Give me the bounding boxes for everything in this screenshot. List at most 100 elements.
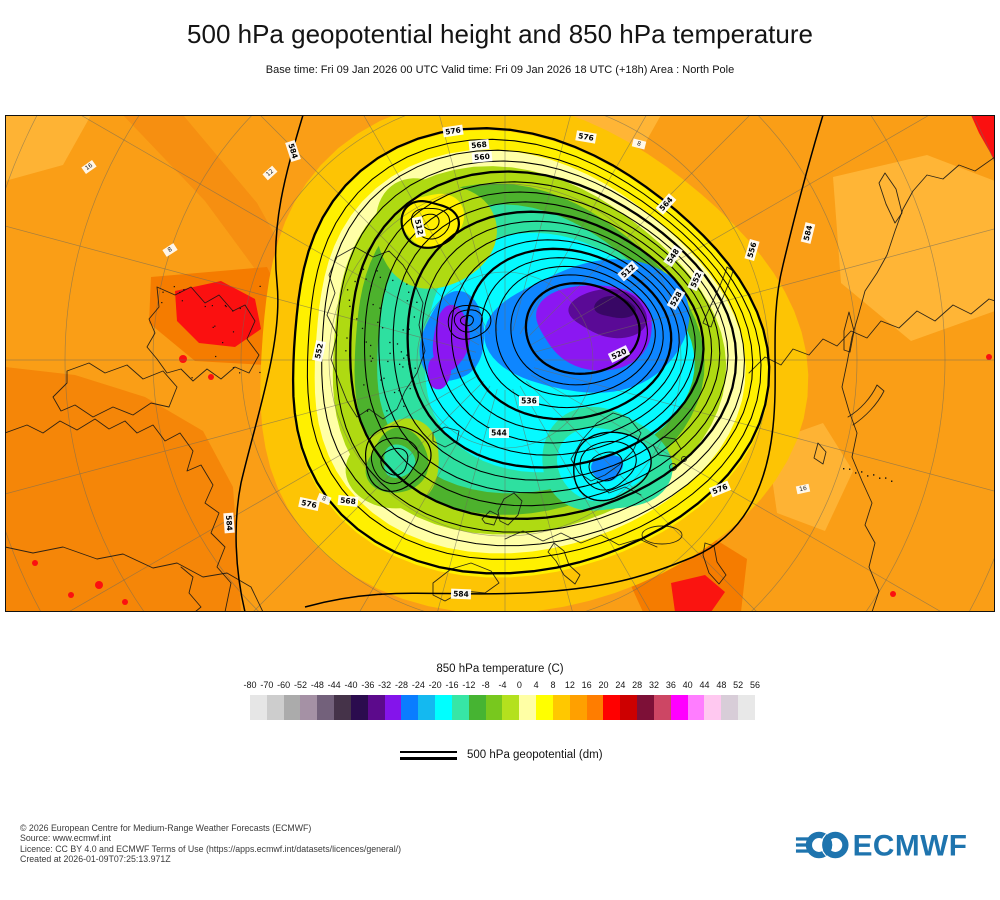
footer-licence: Licence: CC BY 4.0 and ECMWF Terms of Us… bbox=[20, 843, 402, 854]
svg-text:512: 512 bbox=[413, 218, 425, 235]
svg-text:568: 568 bbox=[340, 496, 357, 507]
colorbar-cell bbox=[738, 695, 755, 720]
colorbar-cell bbox=[502, 695, 520, 720]
ecmwf-logo-svg: ECMWF bbox=[795, 830, 968, 863]
ecmwf-logo-text: ECMWF bbox=[853, 830, 968, 863]
svg-text:576: 576 bbox=[445, 125, 462, 136]
contour-label: 584 bbox=[800, 222, 816, 244]
contour-labels: 576 568 560 576 584 584 584 584 576 568 … bbox=[223, 124, 816, 600]
colorbar-cell bbox=[620, 695, 638, 720]
svg-text:556: 556 bbox=[746, 241, 759, 259]
footer-created-at: Created at 2026-01-09T07:25:13.971Z bbox=[20, 853, 171, 864]
graticule-label: 8 bbox=[631, 138, 647, 150]
contour-584-arcs bbox=[235, 115, 824, 612]
svg-text:8: 8 bbox=[166, 246, 173, 254]
svg-text:16: 16 bbox=[84, 162, 94, 172]
colorbar-cell bbox=[468, 695, 486, 720]
greenland-coast bbox=[326, 246, 426, 420]
contour-label: 576 bbox=[298, 497, 320, 511]
colorbar-tick: 48 bbox=[716, 680, 727, 690]
contour-label: 536 bbox=[519, 396, 539, 406]
colorbar-tick: -40 bbox=[344, 680, 358, 690]
graticule-label: 8 bbox=[316, 492, 332, 506]
colorbar-cell bbox=[637, 695, 654, 720]
svg-text:568: 568 bbox=[471, 140, 488, 151]
colorbar-tick: -80 bbox=[243, 680, 257, 690]
colorbar-cell bbox=[384, 695, 402, 720]
colorbar-tick: -8 bbox=[481, 680, 490, 690]
colorbar-cell bbox=[586, 695, 604, 720]
temperature-colorbar bbox=[250, 695, 755, 720]
colorbar-tick: -36 bbox=[361, 680, 375, 690]
svg-text:8: 8 bbox=[636, 140, 642, 148]
colorbar-cell bbox=[653, 695, 671, 720]
contour-label: 584 bbox=[285, 139, 301, 163]
ecmwf-logo: ECMWF bbox=[795, 826, 987, 864]
contour-label: 560 bbox=[471, 151, 493, 163]
contour-label: 576 bbox=[708, 480, 732, 498]
colorbar-tick: -16 bbox=[445, 680, 459, 690]
svg-text:16: 16 bbox=[799, 485, 808, 493]
colorbar-cell bbox=[317, 695, 335, 720]
page-title: 500 hPa geopotential height and 850 hPa … bbox=[187, 19, 813, 49]
colorbar-cell bbox=[670, 695, 688, 720]
colorbar-cell bbox=[401, 695, 419, 720]
graticule-label: 12 bbox=[262, 165, 278, 181]
footer-source: Source: www.ecmwf.int bbox=[20, 833, 111, 844]
colorbar-tick: -32 bbox=[378, 680, 392, 690]
coastlines bbox=[5, 156, 995, 612]
colorbar-tick: -12 bbox=[462, 680, 476, 690]
graticule-label: 8 bbox=[162, 243, 178, 257]
colorbar-tick: 40 bbox=[682, 680, 693, 690]
weather-map-svg: 576 568 560 576 584 584 584 584 576 568 … bbox=[5, 115, 995, 612]
contour-label: 544 bbox=[489, 428, 509, 438]
colorbar-cell bbox=[485, 695, 503, 720]
footer-attribution: © 2026 European Centre for Medium-Range … bbox=[20, 823, 401, 864]
colorbar-tick: 8 bbox=[550, 680, 556, 690]
graticule-label: 16 bbox=[795, 483, 811, 495]
colorbar-tick: -28 bbox=[394, 680, 409, 690]
geopotential-legend-line-thick bbox=[400, 757, 457, 760]
colorbar-cell bbox=[687, 695, 705, 720]
colorbar-tick: -52 bbox=[293, 680, 308, 690]
contour-label: 568 bbox=[337, 494, 359, 508]
colorbar-tick: 4 bbox=[533, 680, 539, 690]
colorbar-cell bbox=[350, 695, 368, 720]
svg-text:12: 12 bbox=[265, 168, 275, 178]
colorbar-tick: -24 bbox=[411, 680, 425, 690]
colorbar-cell bbox=[721, 695, 739, 720]
colorbar-tick: -70 bbox=[260, 680, 274, 690]
svg-text:584: 584 bbox=[802, 224, 815, 241]
colorbar-tick: 52 bbox=[733, 680, 744, 690]
contour-label: 568 bbox=[468, 138, 490, 152]
footer-copyright: © 2026 European Centre for Medium-Range … bbox=[20, 823, 312, 833]
colorbar-tick: 28 bbox=[632, 680, 643, 690]
contour-label: 576 bbox=[575, 130, 597, 144]
svg-text:552: 552 bbox=[313, 342, 325, 359]
svg-text:544: 544 bbox=[491, 429, 507, 438]
svg-text:584: 584 bbox=[224, 515, 234, 531]
ecmwf-logo-mark bbox=[795, 830, 850, 860]
colorbar-tick: 44 bbox=[699, 680, 710, 690]
colorbar-tick: -20 bbox=[428, 680, 442, 690]
colorbar-cell bbox=[300, 695, 318, 720]
svg-text:576: 576 bbox=[578, 131, 595, 143]
contour-label: 556 bbox=[744, 239, 760, 261]
colorbar-cell bbox=[704, 695, 722, 720]
contour-label: 512 bbox=[412, 216, 426, 238]
map-frame bbox=[5, 115, 995, 612]
temperature-legend-title: 850 hPa temperature (C) bbox=[436, 663, 564, 675]
weather-map: 576 568 560 576 584 584 584 584 576 568 … bbox=[5, 115, 995, 612]
svg-text:560: 560 bbox=[474, 152, 490, 162]
contour-label: 552 bbox=[312, 340, 326, 362]
colorbar-cell bbox=[569, 695, 587, 720]
colorbar-cell bbox=[283, 695, 301, 720]
colorbar-tick: -4 bbox=[498, 680, 507, 690]
colorbar-tick: 20 bbox=[598, 680, 609, 690]
contour-label: 576 bbox=[442, 124, 464, 138]
contour-label: 584 bbox=[450, 588, 472, 600]
colorbar-tick: 16 bbox=[581, 680, 592, 690]
colorbar-tick: -44 bbox=[327, 680, 341, 690]
colorbar-cell bbox=[536, 695, 553, 720]
geopotential-contours bbox=[291, 127, 771, 575]
